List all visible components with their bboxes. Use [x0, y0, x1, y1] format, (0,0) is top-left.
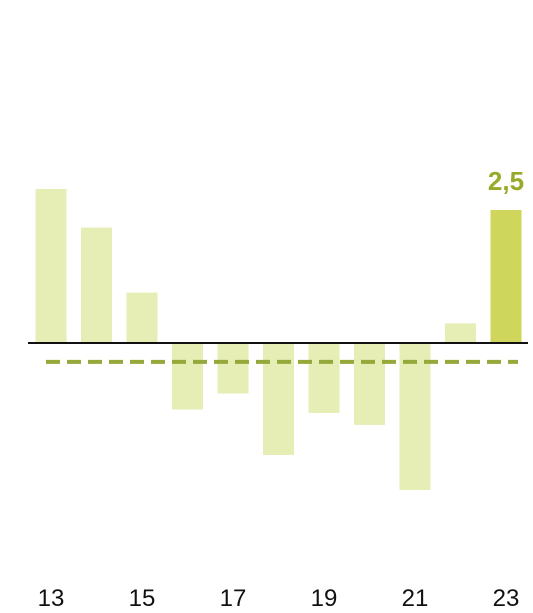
bars-group	[35, 189, 522, 490]
bar-14	[81, 227, 112, 343]
bar-16	[172, 343, 203, 410]
bar-17	[217, 343, 249, 394]
x-tick-label: 19	[311, 585, 338, 612]
x-tick-labels: 13 15 17 19 21 23	[38, 585, 520, 612]
bar-18	[263, 343, 294, 455]
x-tick-label: 21	[402, 585, 429, 612]
bar-22	[445, 323, 476, 343]
x-tick-label: 15	[129, 585, 156, 612]
bar-13	[35, 189, 67, 343]
x-tick-label: 17	[220, 585, 247, 612]
bar-21	[399, 343, 431, 490]
bar-19	[308, 343, 340, 413]
x-tick-label: 13	[38, 585, 65, 612]
bar-20	[354, 343, 385, 425]
x-tick-label: 23	[493, 585, 520, 612]
bar-15	[126, 292, 158, 343]
highlight-data-label: 2,5	[488, 166, 524, 196]
bar-23	[490, 210, 522, 343]
